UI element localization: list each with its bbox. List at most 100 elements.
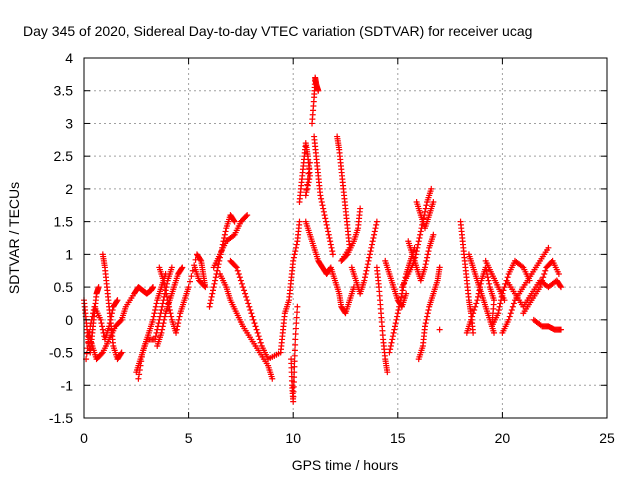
data-point (325, 231, 332, 238)
data-point (483, 267, 490, 274)
data-point (414, 244, 421, 251)
data-point (151, 310, 158, 317)
data-point (97, 316, 104, 323)
data-point (369, 238, 376, 245)
data-point (417, 231, 424, 238)
data-point (291, 363, 298, 370)
data-point (364, 264, 371, 271)
data-point (306, 165, 313, 172)
data-point (161, 313, 168, 320)
data-point (317, 192, 324, 199)
data-point (495, 310, 502, 317)
data-point (421, 264, 428, 271)
data-point (421, 323, 428, 330)
data-point (175, 320, 182, 327)
data-point (424, 310, 431, 317)
data-point (252, 323, 259, 330)
data-point (397, 297, 404, 304)
data-point (99, 326, 106, 333)
data-point (150, 316, 157, 323)
data-point (165, 300, 172, 307)
data-point (506, 313, 513, 320)
data-point (303, 187, 310, 193)
data-point (207, 300, 214, 307)
data-point (161, 316, 168, 323)
data-point (320, 208, 327, 215)
data-point (329, 251, 336, 258)
data-point (197, 256, 204, 263)
data-point (189, 267, 196, 274)
data-point (215, 261, 222, 268)
data-point (509, 303, 516, 310)
data-point (293, 320, 300, 327)
y-tick-label: 3 (65, 115, 73, 131)
data-point (557, 284, 564, 291)
data-point (491, 329, 498, 336)
data-point (159, 300, 166, 307)
data-point (87, 323, 94, 330)
data-point (163, 293, 170, 300)
data-point (292, 336, 299, 343)
x-tick-label: 5 (185, 430, 193, 446)
data-point (469, 313, 476, 320)
data-point (136, 371, 143, 378)
data-point (417, 228, 424, 235)
data-point (430, 199, 437, 205)
y-tick-label: 1.5 (54, 214, 74, 230)
data-point (211, 280, 218, 287)
data-point (422, 261, 429, 268)
grid (84, 58, 607, 418)
data-point (485, 277, 492, 284)
data-point (393, 316, 400, 323)
data-point (291, 369, 298, 376)
data-point (152, 307, 159, 313)
data-point (237, 277, 244, 284)
data-point (486, 280, 493, 287)
data-point (293, 241, 300, 248)
data-point (257, 339, 264, 346)
data-point (136, 367, 143, 373)
data-point (386, 349, 393, 356)
data-point (320, 205, 327, 212)
data-point (173, 326, 180, 333)
data-point (178, 265, 185, 272)
data-points (81, 74, 564, 405)
data-point (292, 331, 299, 337)
data-point (161, 284, 168, 291)
data-point (162, 287, 169, 294)
data-point (302, 192, 309, 199)
data-point (152, 333, 159, 340)
data-point (501, 284, 508, 291)
data-point (210, 287, 217, 294)
data-point (343, 252, 350, 259)
data-point (322, 218, 329, 225)
x-tick-label: 25 (599, 430, 615, 446)
data-point (99, 323, 106, 330)
data-point (206, 303, 213, 310)
data-point (253, 326, 260, 333)
data-point (98, 350, 105, 357)
y-tick-label: 4 (65, 50, 73, 66)
data-point (387, 346, 394, 353)
data-point (415, 238, 422, 245)
data-point (384, 369, 391, 376)
data-point (248, 310, 255, 317)
data-point (241, 287, 248, 294)
data-point (138, 358, 145, 365)
data-point (113, 298, 120, 305)
data-point (84, 345, 91, 352)
data-point (118, 349, 125, 356)
data-point (160, 277, 167, 284)
data-point (424, 313, 431, 320)
data-point (394, 310, 401, 317)
data-point (221, 231, 228, 238)
data-point (366, 254, 373, 261)
data-point (256, 336, 263, 343)
data-point (361, 277, 368, 284)
data-point (296, 218, 303, 225)
data-point (212, 277, 219, 284)
data-point (137, 362, 144, 369)
data-point (545, 244, 552, 251)
data-point (230, 232, 237, 239)
data-point (212, 274, 219, 281)
